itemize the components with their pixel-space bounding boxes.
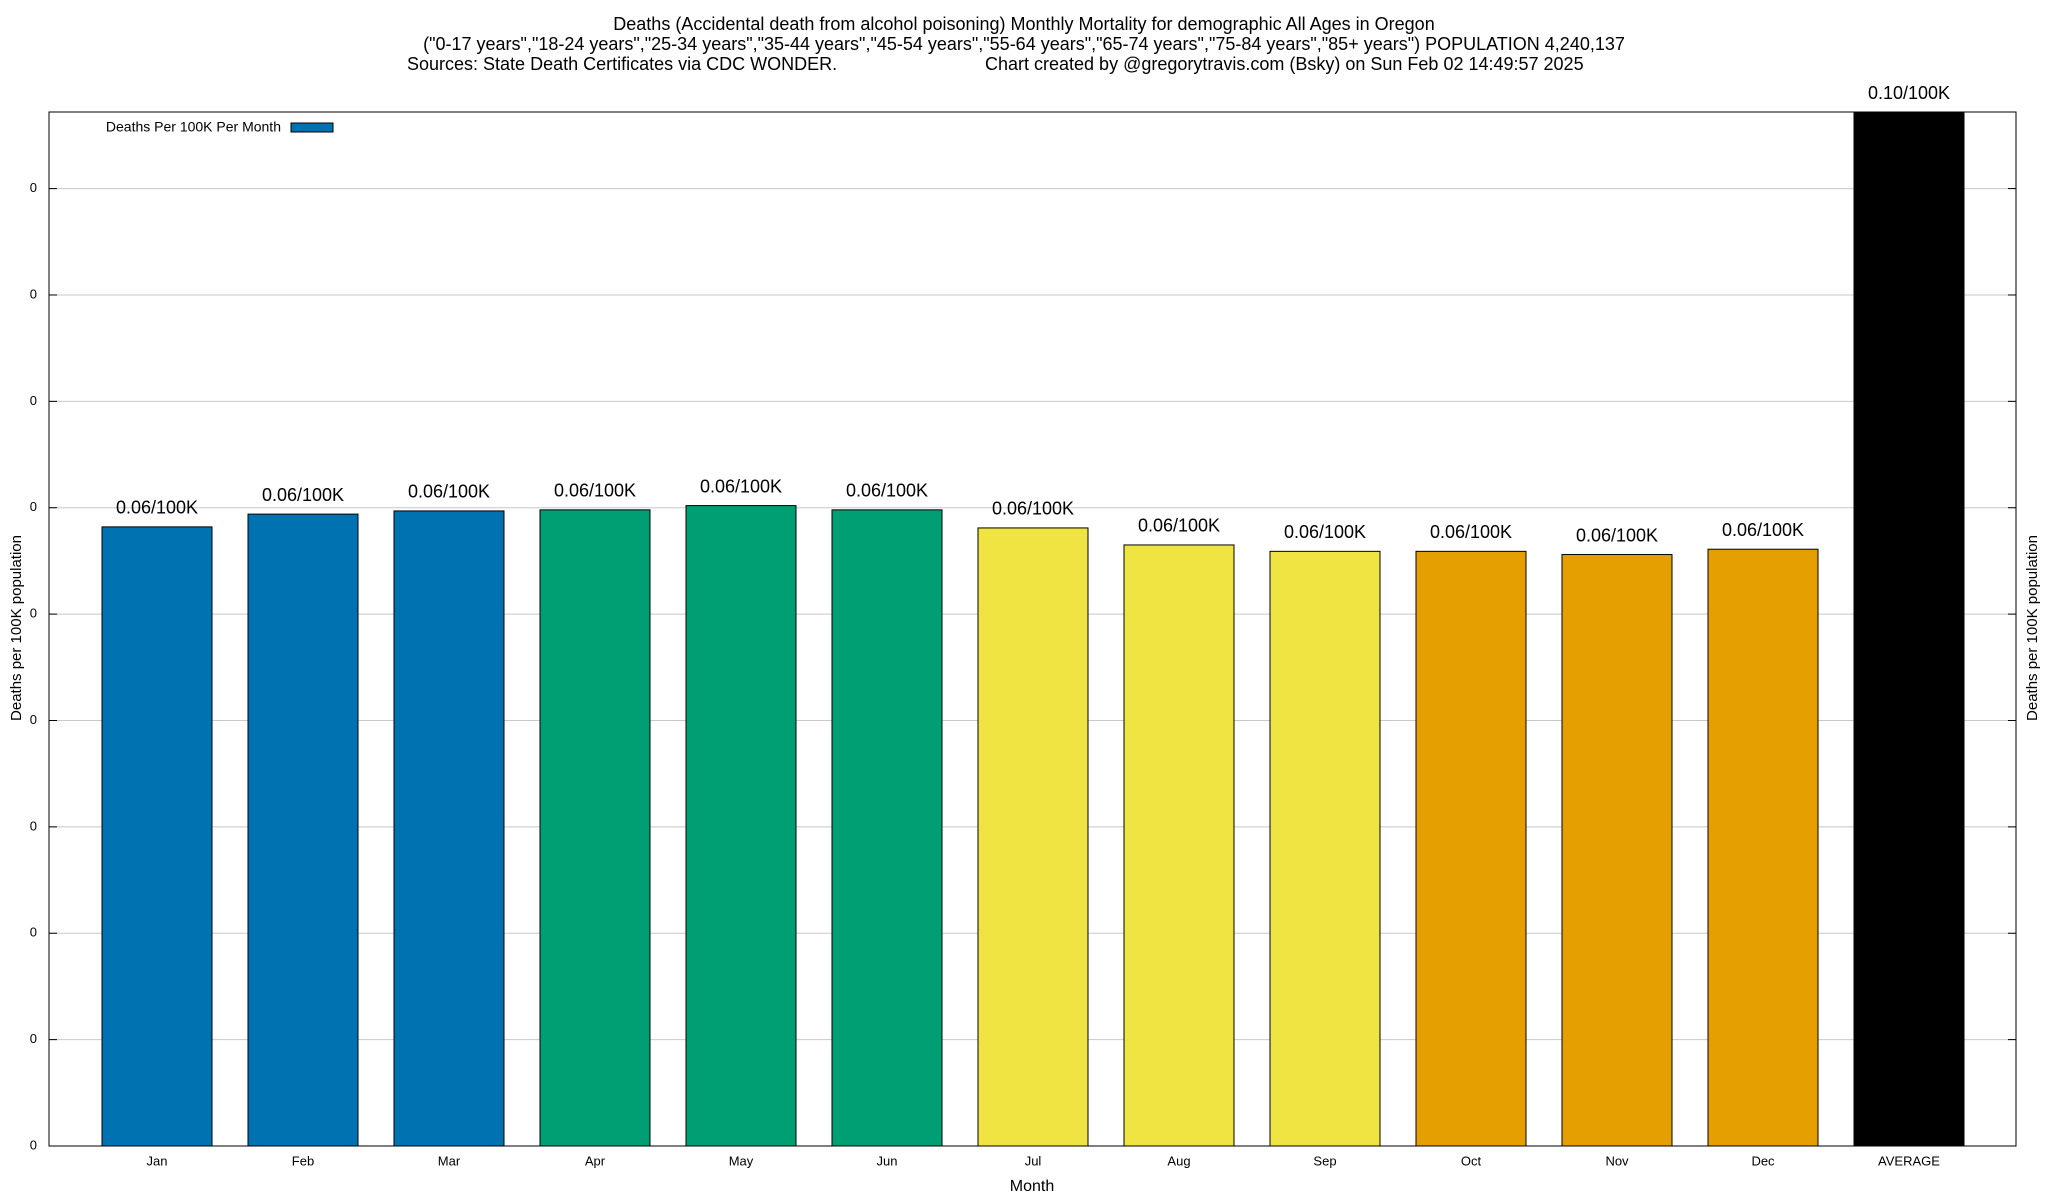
bar: [977, 527, 1089, 1147]
y-tick-label: 0: [30, 925, 37, 940]
value-label: 0.06/100K: [992, 499, 1074, 519]
value-label: 0.06/100K: [116, 498, 198, 518]
bar: [101, 526, 213, 1147]
legend-label: Deaths Per 100K Per Month: [106, 119, 281, 135]
x-tick-label: Aug: [1167, 1153, 1190, 1168]
x-tick-label: Jan: [147, 1153, 168, 1168]
x-tick-label: Apr: [585, 1153, 606, 1168]
x-tick-label: Jul: [1025, 1153, 1042, 1168]
y-tick-label: 0: [30, 1137, 37, 1152]
x-tick-label: Nov: [1605, 1153, 1629, 1168]
bar: [1707, 548, 1819, 1147]
x-tick-label: Sep: [1313, 1153, 1336, 1168]
x-tick-label: Feb: [292, 1153, 314, 1168]
x-tick-label: Mar: [438, 1153, 461, 1168]
chart-title: Deaths (Accidental death from alcohol po…: [613, 14, 1434, 34]
bar: [831, 509, 943, 1147]
y-tick-label: 0: [30, 499, 37, 514]
x-tick-label: Dec: [1751, 1153, 1775, 1168]
value-label: 0.06/100K: [1430, 522, 1512, 542]
bar: [247, 513, 359, 1147]
value-label: 0.10/100K: [1868, 83, 1950, 103]
value-label: 0.06/100K: [1576, 525, 1658, 545]
y-tick-label: 0: [30, 393, 37, 408]
x-tick-label: Jun: [877, 1153, 898, 1168]
value-label: 0.06/100K: [1722, 520, 1804, 540]
bar: [1415, 550, 1527, 1147]
bar: [1561, 554, 1673, 1147]
x-tick-label: AVERAGE: [1878, 1153, 1940, 1168]
legend-swatch: [290, 122, 334, 133]
bar: [539, 509, 651, 1147]
y-tick-label: 0: [30, 1031, 37, 1046]
y-axis-label: Deaths per 100K population: [8, 535, 25, 721]
x-tick-label: Oct: [1461, 1153, 1482, 1168]
bar: [1269, 550, 1381, 1147]
chart-sources: Sources: State Death Certificates via CD…: [407, 54, 837, 74]
bar: [1853, 111, 1965, 1147]
y2-axis-label: Deaths per 100K population: [2024, 535, 2041, 721]
y-tick-label: 0: [30, 712, 37, 727]
value-label: 0.06/100K: [408, 482, 490, 502]
bar: [685, 505, 797, 1147]
x-tick-label: May: [729, 1153, 754, 1168]
chart-credit: Chart created by @gregorytravis.com (Bsk…: [985, 54, 1584, 74]
bar: [393, 510, 505, 1147]
y-tick-label: 0: [30, 606, 37, 621]
value-label: 0.06/100K: [700, 476, 782, 496]
value-label: 0.06/100K: [262, 485, 344, 505]
value-label: 0.06/100K: [1138, 516, 1220, 536]
value-label: 0.06/100K: [1284, 522, 1366, 542]
bar: [1123, 544, 1235, 1147]
y-tick-label: 0: [30, 286, 37, 301]
value-label: 0.06/100K: [846, 481, 928, 501]
x-axis-label: Month: [1010, 1178, 1054, 1195]
y-tick-label: 0: [30, 180, 37, 195]
chart-subtitle: ("0-17 years","18-24 years","25-34 years…: [423, 34, 1625, 54]
value-label: 0.06/100K: [554, 481, 636, 501]
y-tick-label: 0: [30, 818, 37, 833]
